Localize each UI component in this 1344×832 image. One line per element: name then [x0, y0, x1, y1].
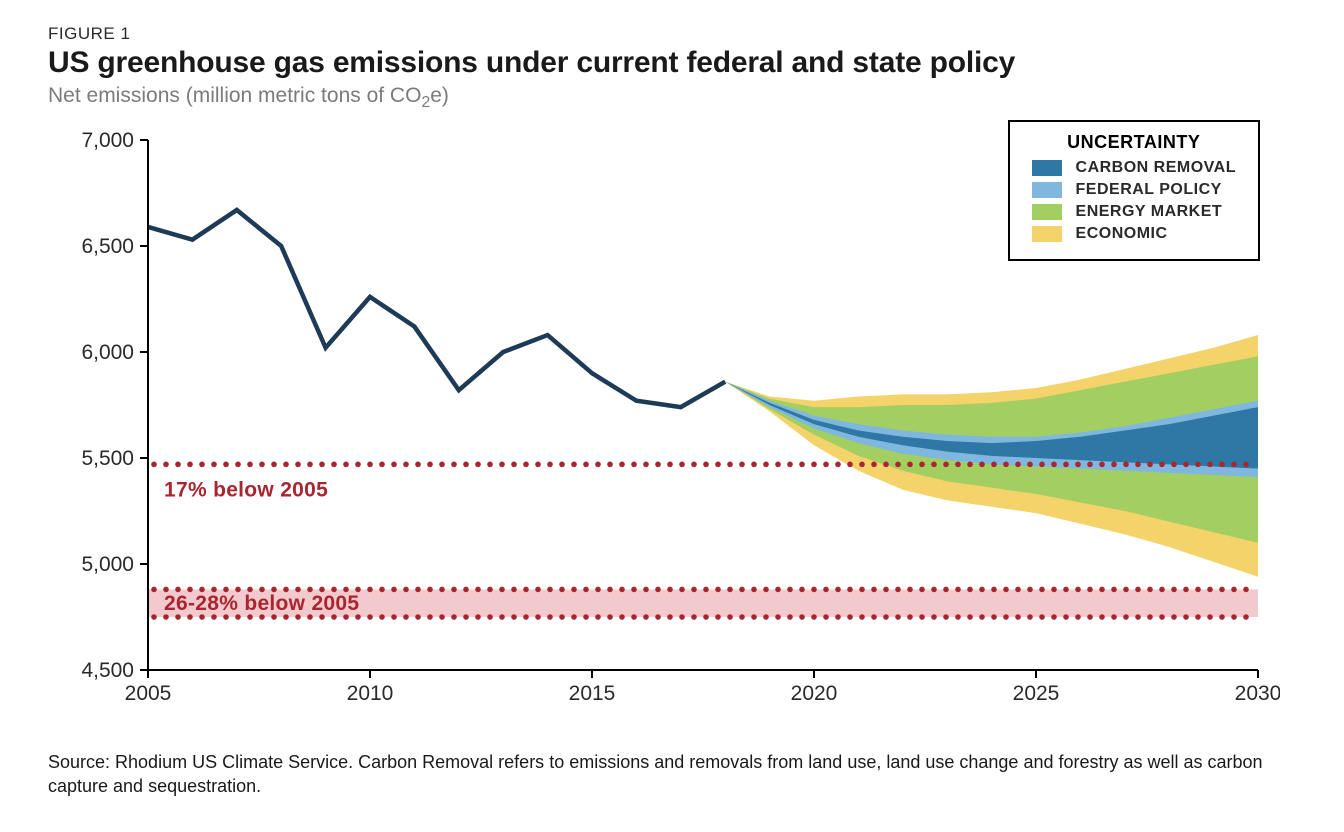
legend-label: ENERGY MARKET [1076, 203, 1223, 221]
subtitle-suffix: e) [430, 84, 449, 107]
figure-container: FIGURE 1 US greenhouse gas emissions und… [0, 0, 1344, 832]
x-tick-label: 2015 [569, 682, 616, 705]
y-tick-label: 6,000 [81, 341, 134, 364]
legend-swatch [1032, 160, 1062, 176]
x-tick-label: 2005 [125, 682, 172, 705]
figure-title: US greenhouse gas emissions under curren… [48, 46, 1296, 80]
reference-label-17pct: 17% below 2005 [164, 479, 328, 502]
x-tick-label: 2030 [1235, 682, 1280, 705]
figure-label: FIGURE 1 [48, 24, 1296, 44]
historical-line [148, 210, 725, 407]
legend-swatch [1032, 182, 1062, 198]
legend-label: FEDERAL POLICY [1076, 181, 1222, 199]
legend-swatch [1032, 204, 1062, 220]
x-tick-label: 2025 [1013, 682, 1060, 705]
y-tick-label: 6,500 [81, 235, 134, 258]
y-tick-label: 7,000 [81, 129, 134, 152]
x-tick-label: 2010 [347, 682, 394, 705]
chart-area: 17% below 2005 26-28% below 2005 4,500 5,00… [48, 120, 1280, 720]
subtitle-prefix: Net emissions (million metric tons of CO [48, 84, 421, 107]
legend-label: ECONOMIC [1076, 225, 1168, 243]
x-tick-label: 2020 [791, 682, 838, 705]
legend-box: UNCERTAINTY CARBON REMOVAL FEDERAL POLICY… [1008, 120, 1260, 261]
legend-item: CARBON REMOVAL [1032, 159, 1236, 177]
subtitle-sub: 2 [421, 94, 430, 111]
figure-subtitle: Net emissions (million metric tons of CO… [48, 84, 1296, 112]
legend-item: FEDERAL POLICY [1032, 181, 1236, 199]
source-note: Source: Rhodium US Climate Service. Carb… [48, 750, 1296, 799]
legend-title: UNCERTAINTY [1032, 132, 1236, 153]
legend-item: ENERGY MARKET [1032, 203, 1236, 221]
y-tick-label: 4,500 [81, 659, 134, 682]
legend-label: CARBON REMOVAL [1076, 159, 1236, 177]
legend-item: ECONOMIC [1032, 225, 1236, 243]
y-tick-label: 5,000 [81, 553, 134, 576]
reference-label-26-28pct: 26-28% below 2005 [164, 592, 359, 615]
legend-swatch [1032, 226, 1062, 242]
y-tick-label: 5,500 [81, 447, 134, 470]
